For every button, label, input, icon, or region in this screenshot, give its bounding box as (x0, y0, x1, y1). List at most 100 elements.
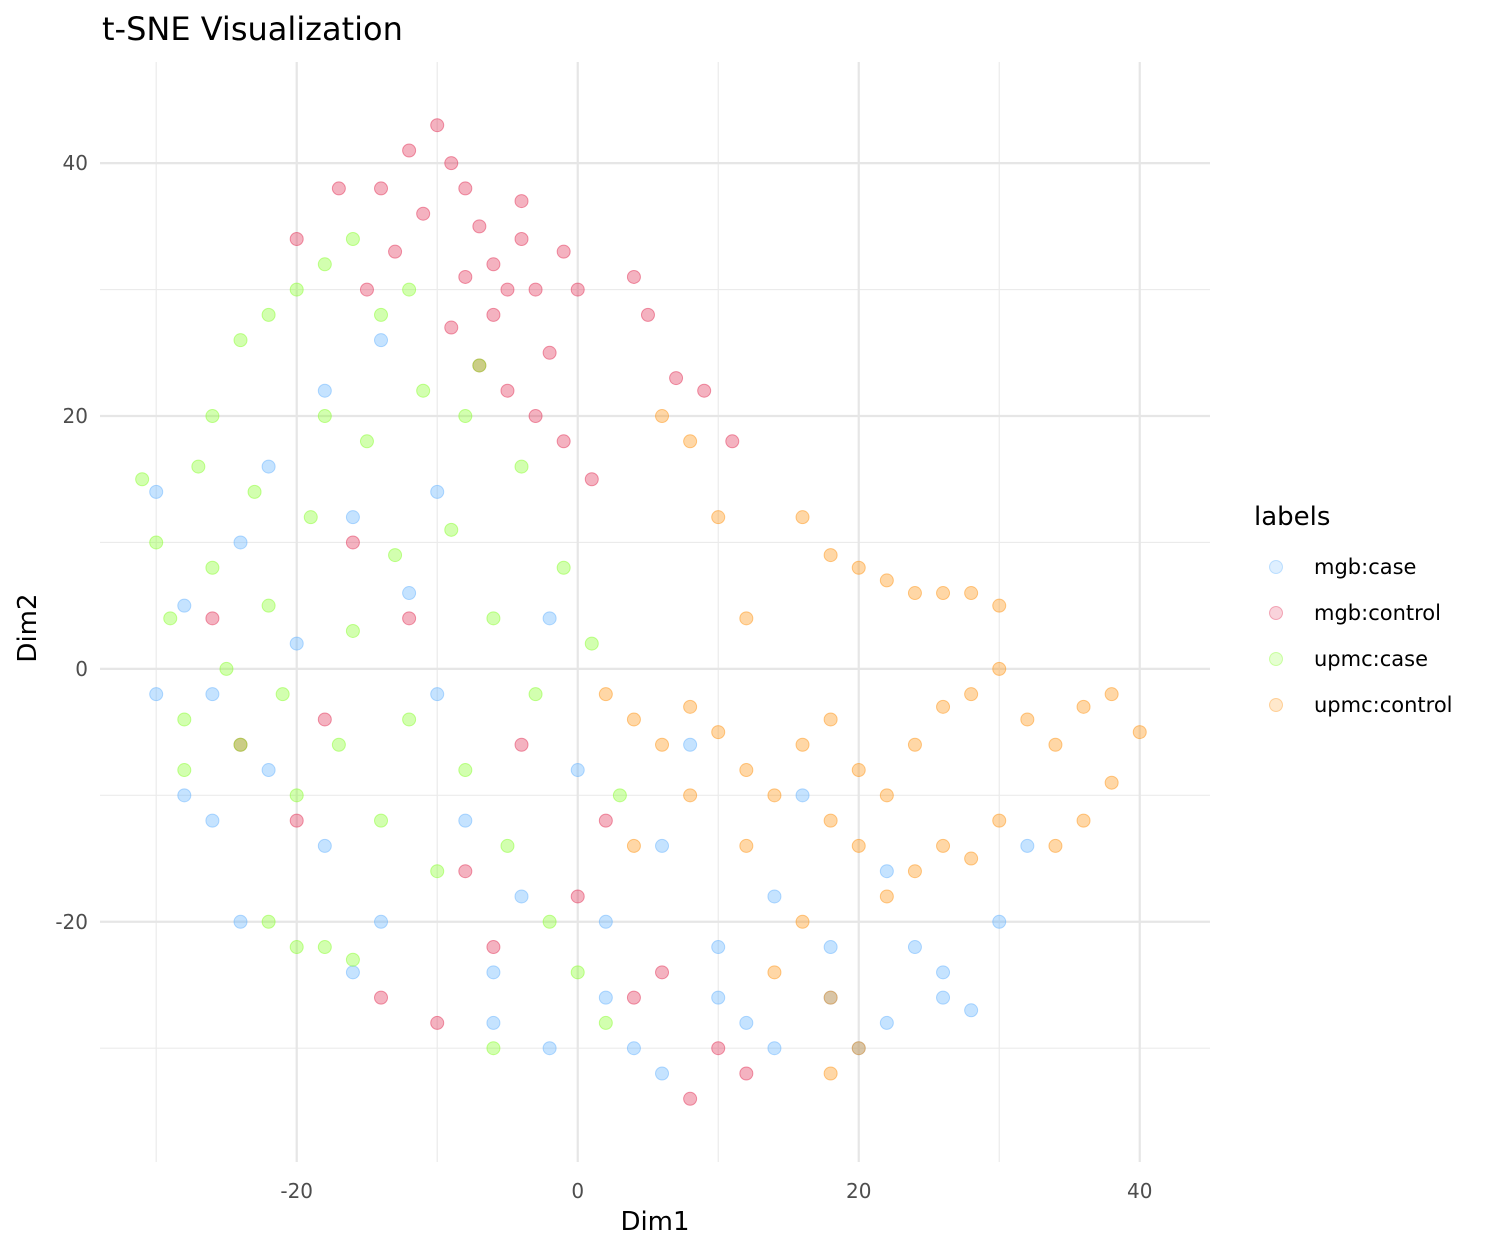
y-tick-label: -20 (55, 910, 88, 934)
data-point (683, 1091, 698, 1106)
x-axis-title: Dim1 (620, 1207, 689, 1237)
data-point (823, 548, 838, 563)
data-point (683, 434, 698, 449)
data-point (289, 636, 304, 651)
data-point (739, 763, 754, 778)
data-point (992, 914, 1007, 929)
data-point (289, 940, 304, 955)
data-point (163, 611, 178, 626)
data-point (458, 813, 473, 828)
data-point (149, 687, 164, 702)
data-point (570, 965, 585, 980)
data-point (345, 965, 360, 980)
data-point (514, 459, 529, 474)
data-point (177, 598, 192, 613)
data-point (430, 1015, 445, 1030)
data-point (374, 181, 389, 196)
data-point (767, 889, 782, 904)
data-point (430, 484, 445, 499)
data-point (1104, 775, 1119, 790)
data-point (640, 307, 655, 322)
grid (100, 62, 1210, 1162)
data-point (851, 560, 866, 575)
data-point (514, 889, 529, 904)
data-point (612, 788, 627, 803)
data-point (851, 838, 866, 853)
data-point (500, 838, 515, 853)
data-point (331, 737, 346, 752)
data-point (851, 1041, 866, 1056)
data-point (795, 510, 810, 525)
data-point (486, 1015, 501, 1030)
data-point (570, 889, 585, 904)
data-point (289, 788, 304, 803)
data-point (556, 560, 571, 575)
data-point (303, 510, 318, 525)
data-point (219, 661, 234, 676)
data-point (879, 864, 894, 879)
data-point (598, 813, 613, 828)
data-point (739, 1066, 754, 1081)
data-point (823, 940, 838, 955)
data-point (444, 320, 459, 335)
data-point (964, 851, 979, 866)
legend-item: upmc:case (1269, 647, 1428, 671)
data-point (458, 409, 473, 424)
legend-item: mgb:case (1269, 555, 1416, 579)
data-point (795, 788, 810, 803)
data-point (598, 990, 613, 1005)
data-point (233, 737, 248, 752)
data-point (402, 611, 417, 626)
data-point (205, 813, 220, 828)
data-point (205, 409, 220, 424)
data-point (345, 232, 360, 247)
data-point (907, 586, 922, 601)
data-point (149, 484, 164, 499)
legend-label: mgb:control (1314, 601, 1441, 625)
data-point (570, 282, 585, 297)
data-point (964, 687, 979, 702)
data-point (851, 1041, 866, 1056)
data-point (711, 510, 726, 525)
data-point (275, 687, 290, 702)
data-point (233, 535, 248, 550)
series-mgb-control (205, 118, 754, 1106)
data-point (598, 1015, 613, 1030)
legend-label: upmc:case (1314, 647, 1428, 671)
data-point (416, 383, 431, 398)
legend-title: labels (1254, 502, 1330, 532)
data-point (711, 990, 726, 1005)
data-point (177, 763, 192, 778)
data-point (261, 914, 276, 929)
data-point (795, 914, 810, 929)
data-point (584, 472, 599, 487)
data-point (1048, 737, 1063, 752)
data-point (528, 409, 543, 424)
data-point (514, 232, 529, 247)
data-point (907, 940, 922, 955)
data-point (331, 181, 346, 196)
data-point (1076, 699, 1091, 714)
data-point (388, 548, 403, 563)
data-point (500, 282, 515, 297)
data-point (444, 522, 459, 537)
data-point (936, 965, 951, 980)
data-point (486, 965, 501, 980)
data-point (205, 687, 220, 702)
data-point (598, 687, 613, 702)
data-point (458, 763, 473, 778)
data-point (135, 472, 150, 487)
data-point (626, 990, 641, 1005)
data-point (907, 864, 922, 879)
data-point (444, 156, 459, 171)
data-point (289, 232, 304, 247)
data-point (542, 914, 557, 929)
data-point (486, 611, 501, 626)
data-point (655, 1066, 670, 1081)
data-point (374, 914, 389, 929)
data-point (626, 838, 641, 853)
data-point (767, 965, 782, 980)
data-point (907, 737, 922, 752)
data-point (289, 282, 304, 297)
legend-item: upmc:control (1269, 693, 1453, 717)
